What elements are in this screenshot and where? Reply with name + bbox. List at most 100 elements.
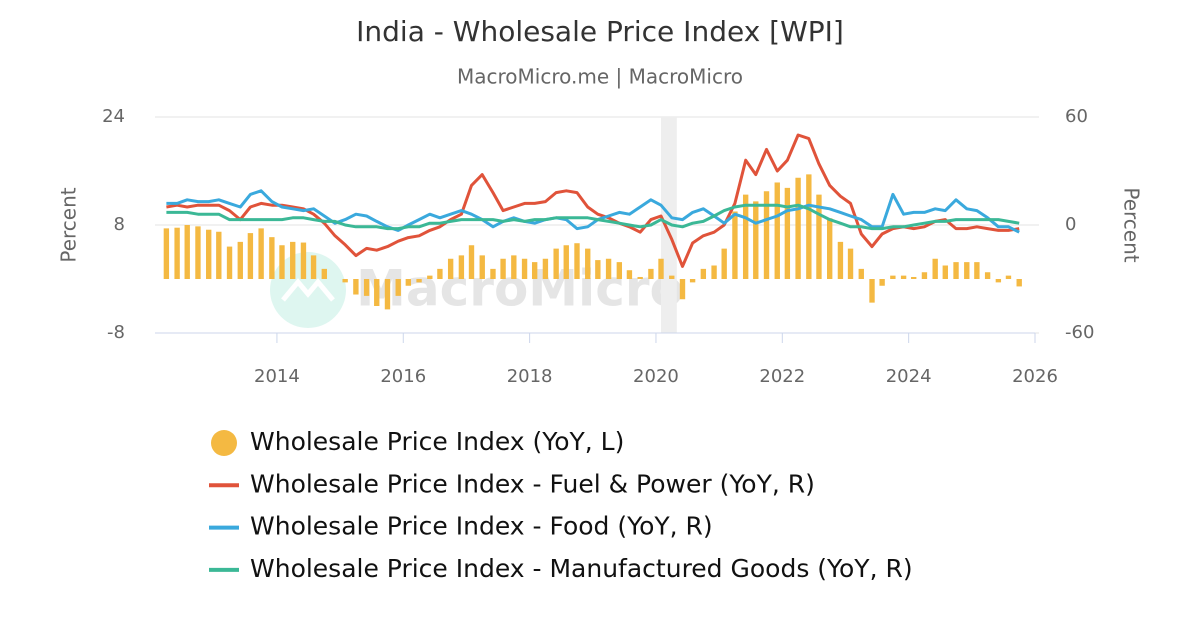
x-tick-label: 2018 (507, 366, 553, 387)
legend-marker (211, 430, 237, 456)
watermark: MacroMicro (356, 260, 684, 318)
bar (269, 237, 275, 279)
bar (521, 258, 528, 279)
bar (237, 241, 243, 279)
y-tick-label: 24 (102, 106, 125, 127)
bar (363, 279, 370, 296)
bar (542, 258, 549, 279)
y2-tick-label: -60 (1065, 322, 1094, 343)
bar (458, 255, 465, 279)
bar (605, 258, 612, 279)
legend-label: Wholesale Price Index - Food (YoY, R) (250, 512, 713, 541)
bar (995, 279, 1002, 283)
axes: -8 8 24 -60 0 60 2014 2016 2018 2020 2022 2024 2026 (102, 106, 1094, 387)
bar (206, 229, 212, 279)
x-tick-label: 2026 (1012, 366, 1058, 387)
bar (384, 279, 391, 310)
bar (290, 241, 296, 279)
bar (405, 279, 412, 286)
bar (711, 265, 717, 279)
bar (700, 268, 707, 279)
bar (658, 258, 664, 279)
bar (585, 248, 591, 279)
bar (258, 228, 264, 279)
bar (974, 262, 980, 279)
bar (806, 174, 812, 279)
bar (784, 187, 791, 279)
watermark-logo (270, 252, 346, 328)
bar (321, 268, 327, 279)
bar (732, 211, 738, 279)
bar (953, 262, 959, 279)
bar (574, 243, 580, 279)
bar (310, 255, 317, 279)
bar (184, 225, 190, 279)
bar (490, 268, 496, 279)
legend-label: Wholesale Price Index - Fuel & Power (Yo… (250, 469, 815, 498)
bar (648, 268, 654, 279)
bar (226, 246, 233, 279)
bar (353, 279, 359, 295)
bars (163, 174, 1022, 310)
y2-tick-label: 60 (1065, 106, 1088, 127)
bar (279, 245, 285, 279)
bar (921, 272, 928, 279)
bar (1016, 279, 1022, 287)
bar (595, 260, 601, 279)
bar (847, 248, 854, 279)
bar (911, 276, 917, 279)
x-tick-label: 2024 (886, 366, 932, 387)
bar (795, 177, 801, 279)
chart-title: India - Wholesale Price Index [WPI] (356, 15, 844, 48)
x-tick-label: 2016 (380, 366, 426, 387)
line (166, 203, 1020, 231)
bar (858, 268, 864, 279)
bar (669, 275, 675, 279)
bar (374, 279, 380, 306)
bar (984, 272, 991, 279)
bar (637, 276, 643, 279)
bar (679, 279, 686, 300)
bar (216, 231, 222, 279)
bar (689, 279, 696, 283)
legend-label: Wholesale Price Index (YoY, L) (250, 427, 624, 456)
legend-label: Wholesale Price Index - Manufactured Goo… (250, 554, 913, 583)
bar (816, 194, 822, 279)
bar (1005, 275, 1012, 279)
bar (500, 258, 506, 279)
bar (511, 255, 517, 279)
bar (626, 270, 633, 279)
line (166, 189, 1020, 234)
bar (763, 191, 770, 279)
chart-subtitle: MacroMicro.me | MacroMicro (457, 65, 743, 89)
bar (174, 227, 180, 279)
bar (342, 279, 348, 283)
lines (166, 133, 1020, 268)
y2-tick-label: 0 (1065, 214, 1076, 235)
x-tick-label: 2022 (759, 366, 805, 387)
bar (774, 182, 780, 279)
bar (964, 262, 970, 279)
bar (479, 255, 485, 279)
bar (721, 248, 727, 279)
y2-axis-label: Percent (1120, 187, 1144, 262)
bar (437, 268, 443, 279)
bar (395, 279, 401, 296)
line (166, 133, 1020, 268)
y-tick-label: 8 (114, 214, 125, 235)
y-tick-label: -8 (107, 322, 125, 343)
bar (932, 258, 938, 279)
bar (163, 228, 170, 279)
x-tick-label: 2014 (254, 366, 300, 387)
bar (427, 275, 433, 279)
bar (900, 275, 907, 279)
bar (416, 279, 422, 283)
bar (837, 241, 844, 279)
bar (753, 201, 759, 279)
bar (742, 194, 749, 279)
bar (247, 233, 254, 279)
bar (468, 245, 475, 279)
bar (447, 258, 454, 279)
bar (553, 248, 559, 279)
